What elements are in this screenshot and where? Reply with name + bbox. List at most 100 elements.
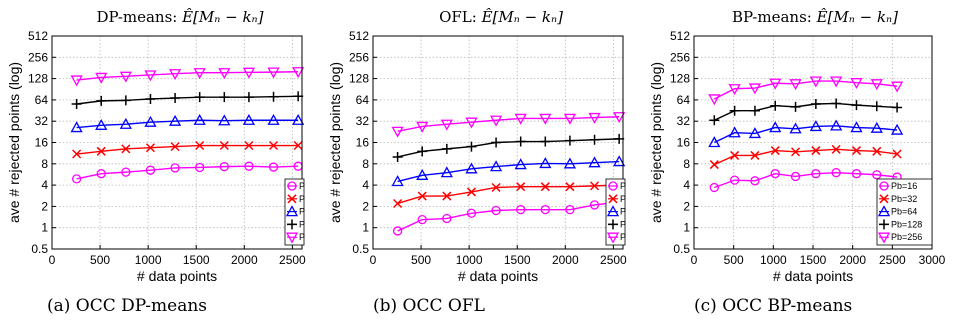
- x-axis-label: # data points: [773, 268, 853, 284]
- series-pb-256: [391, 112, 626, 138]
- data-point: [750, 150, 760, 160]
- series-pb-16: [392, 197, 624, 236]
- data-point: [514, 113, 527, 125]
- legend-label: Pb=128: [891, 219, 922, 229]
- data-point: [392, 151, 403, 162]
- y-tick-label: 16: [35, 136, 49, 150]
- series-line: [397, 201, 620, 232]
- legend-label: P: [299, 207, 305, 217]
- y-tick-label: 4: [41, 178, 48, 192]
- data-point: [748, 127, 762, 139]
- legend-label: P: [299, 232, 305, 242]
- y-tick-label: 1: [362, 221, 369, 235]
- x-tick-label: 0: [691, 253, 698, 267]
- y-tick-label: 4: [362, 178, 369, 192]
- data-point: [391, 126, 404, 138]
- series-line: [397, 184, 620, 205]
- data-point: [491, 205, 501, 216]
- y-tick-label: 128: [349, 72, 369, 86]
- x-tick-label: 1000: [135, 253, 162, 267]
- data-point: [465, 117, 478, 129]
- y-tick-label: 512: [28, 29, 48, 43]
- y-tick-label: 4: [683, 178, 690, 192]
- data-point: [119, 117, 132, 129]
- data-point: [613, 112, 626, 124]
- series-line: [397, 116, 620, 133]
- data-point: [219, 140, 229, 151]
- data-point: [96, 146, 106, 156]
- chart-title-math: Ê[Mₙ − kₙ]: [816, 8, 899, 26]
- data-point: [708, 94, 721, 106]
- data-point: [540, 182, 550, 192]
- data-point: [442, 191, 452, 201]
- data-point: [292, 67, 305, 79]
- legend-label: Pb=64: [891, 207, 917, 217]
- y-tick-label: 32: [356, 114, 370, 128]
- series-line: [397, 160, 620, 183]
- subfigure-caption: (a) OCC DP-means: [47, 296, 207, 316]
- data-point: [748, 83, 762, 95]
- legend-label: P: [299, 219, 305, 229]
- data-point: [292, 113, 305, 125]
- data-point: [589, 200, 600, 210]
- data-point: [729, 175, 740, 185]
- y-tick-label: 128: [670, 72, 690, 86]
- series-pb-64: [391, 155, 626, 187]
- legend-label: Pb=16: [891, 181, 917, 191]
- data-point: [729, 105, 740, 116]
- data-point: [96, 169, 106, 179]
- data-point: [416, 168, 429, 180]
- y-tick-label: 64: [356, 93, 370, 107]
- data-point: [830, 76, 843, 88]
- legend-marker: [877, 205, 891, 217]
- x-tick-label: 2500: [279, 253, 306, 267]
- legend-marker: [287, 181, 297, 191]
- x-tick-label: 2500: [879, 253, 906, 267]
- series-pb-64: [708, 119, 904, 148]
- x-tick-label: 500: [724, 253, 744, 267]
- data-point: [850, 121, 863, 133]
- data-point: [811, 146, 821, 156]
- chart-panel-1: 0.5 1 2 4 8 16 32 64 128 256 512 0 500 1000 1500 2000 25…: [6, 8, 306, 316]
- series-line: [714, 171, 898, 189]
- series-line: [713, 80, 898, 100]
- data-point: [441, 143, 452, 154]
- series-line: [714, 148, 898, 166]
- axes-frame: [372, 35, 624, 250]
- x-tick-label: 500: [411, 253, 431, 267]
- data-point: [120, 95, 131, 106]
- legend-marker: [606, 232, 620, 244]
- series-pb-32: [709, 144, 902, 170]
- chart-title-math: Ê[Mₙ − kₙ]: [181, 8, 264, 26]
- data-point: [613, 155, 626, 167]
- chart-title-prefix: OFL:: [439, 8, 482, 26]
- series-line: [76, 71, 299, 81]
- data-point: [539, 157, 552, 169]
- data-point: [170, 142, 180, 152]
- series-line: [76, 144, 299, 155]
- data-point: [890, 81, 904, 93]
- data-point: [144, 70, 157, 82]
- data-point: [193, 113, 206, 125]
- series-line: [397, 138, 620, 158]
- data-point: [466, 208, 477, 218]
- series-pb-128: [392, 133, 625, 162]
- legend-label: P: [620, 207, 626, 217]
- chart-title: DP-means: Ê[Mₙ − kₙ]: [97, 8, 264, 26]
- data-point: [588, 156, 601, 168]
- data-point: [791, 147, 801, 157]
- x-tick-label: 3000: [919, 253, 946, 267]
- data-point: [515, 136, 526, 147]
- data-point: [466, 141, 477, 152]
- data-point: [267, 67, 280, 79]
- data-point: [564, 135, 575, 146]
- data-point: [565, 182, 575, 192]
- data-point: [790, 171, 801, 182]
- chart-panel-3: 0.5 1 2 4 8 16 32 64 128 256 512 0 500 1000 1500 2000 25…: [648, 8, 946, 316]
- data-point: [72, 149, 82, 159]
- data-point: [728, 84, 741, 96]
- legend-marker: [879, 181, 889, 191]
- data-point: [145, 93, 156, 104]
- y-tick-label: 2: [41, 199, 48, 213]
